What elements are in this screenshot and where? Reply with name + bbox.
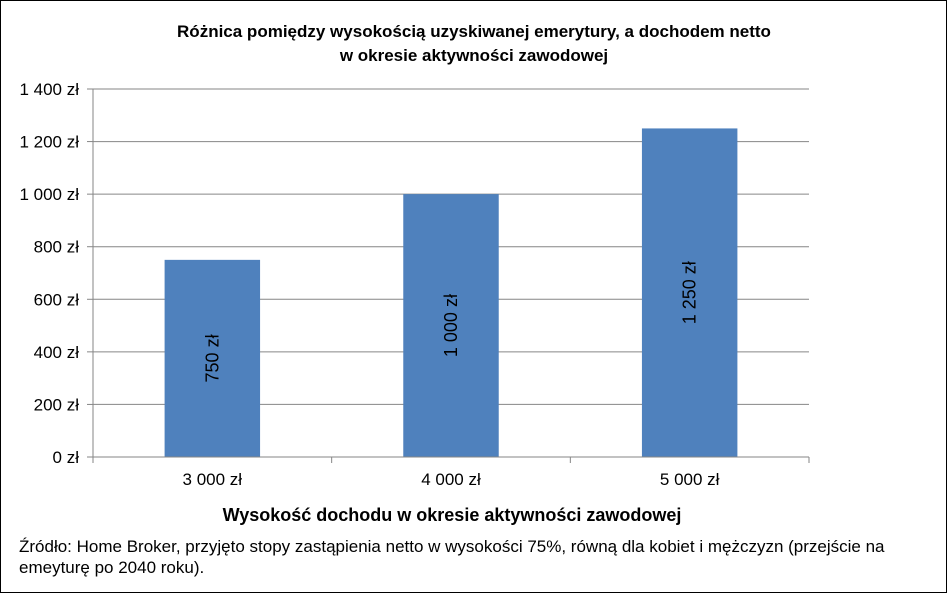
y-tick-label: 1 200 zł xyxy=(19,133,79,152)
x-tick-label: 3 000 zł xyxy=(183,470,243,489)
x-axis-title: Wysokość dochodu w okresie aktywności za… xyxy=(223,505,682,525)
y-tick-label: 0 zł xyxy=(53,448,80,467)
y-tick-label: 400 zł xyxy=(34,343,80,362)
data-label: 750 zł xyxy=(202,334,222,382)
x-tick-label: 4 000 zł xyxy=(421,470,481,489)
y-tick-label: 200 zł xyxy=(34,395,80,414)
axes xyxy=(87,88,810,463)
y-tick-label: 1 400 zł xyxy=(19,80,79,99)
data-label: 1 250 zł xyxy=(680,261,700,324)
bar xyxy=(403,194,499,457)
y-tick-label: 800 zł xyxy=(34,238,80,257)
data-label: 1 000 zł xyxy=(441,294,461,357)
bar xyxy=(641,128,738,457)
y-tick-label: 600 zł xyxy=(34,290,80,309)
tick-labels: 0 zł 200 zł 400 zł 600 zł 800 zł 1 000 zł 1 20… xyxy=(19,80,719,489)
y-tick-label: 1 000 zł xyxy=(19,185,79,204)
x-tick-label: 5 000 zł xyxy=(660,470,720,489)
source-note: Źródło: Home Broker, przyjęto stopy zast… xyxy=(19,537,885,577)
chart-title-line-2: w okresie aktywności zawodowej xyxy=(339,46,608,65)
bars xyxy=(164,128,738,457)
chart-title-line-1: Różnica pomiędzy wysokością uzyskiwanej … xyxy=(177,22,771,41)
bar xyxy=(164,259,261,457)
